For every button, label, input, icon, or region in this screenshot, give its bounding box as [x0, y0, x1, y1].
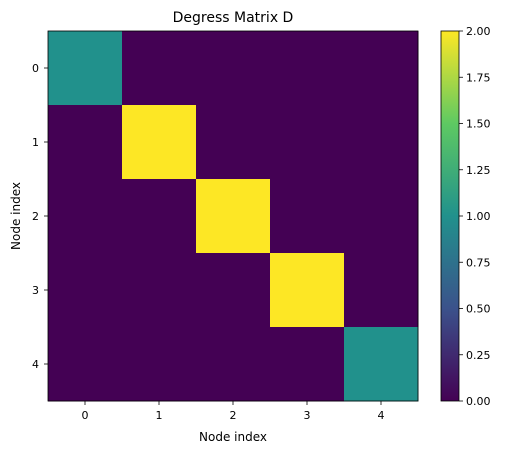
- heatmap-cells: [48, 31, 419, 402]
- x-axis-ticks: 0 1 2 3 4: [82, 401, 385, 422]
- colorbar-tick-label: 2.00: [466, 25, 491, 38]
- colorbar-tick-label: 0.75: [466, 256, 491, 269]
- colorbar-tick-label: 0.25: [466, 349, 491, 362]
- heatmap-cell: [122, 253, 197, 328]
- heatmap-cell: [270, 105, 345, 180]
- colorbar-tick-label: 0.00: [466, 395, 491, 408]
- colorbar: [440, 30, 460, 402]
- x-tick-label: 4: [378, 409, 385, 422]
- heatmap-cell: [122, 105, 197, 180]
- y-tick-label: 1: [32, 136, 39, 149]
- y-axis-label: Node index: [9, 182, 23, 250]
- heatmap-cell: [48, 327, 123, 402]
- y-tick-label: 3: [32, 284, 39, 297]
- heatmap-cell: [196, 253, 271, 328]
- heatmap-cell: [122, 179, 197, 254]
- colorbar-tick-label: 1.50: [466, 118, 491, 131]
- heatmap-cell: [270, 253, 345, 328]
- heatmap-cell: [270, 31, 345, 106]
- heatmap-cell: [48, 253, 123, 328]
- heatmap-cell: [122, 31, 197, 106]
- heatmap-cell: [196, 179, 271, 254]
- heatmap-cell: [196, 327, 271, 402]
- heatmap-cell: [196, 31, 271, 106]
- heatmap-cell: [344, 31, 419, 106]
- heatmap-cell: [344, 179, 419, 254]
- colorbar-tick-label: 1.00: [466, 210, 491, 223]
- heatmap-cell: [344, 327, 419, 402]
- heatmap-cell: [270, 327, 345, 402]
- x-tick-label: 0: [82, 409, 89, 422]
- chart-title: Degress Matrix D: [173, 10, 294, 26]
- x-tick-label: 1: [156, 409, 163, 422]
- heatmap-cell: [48, 179, 123, 254]
- colorbar-tick-label: 1.75: [466, 71, 491, 84]
- colorbar-tick-label: 0.50: [466, 303, 491, 316]
- y-axis-ticks: 0 1 2 3 4: [32, 62, 48, 371]
- x-axis-label: Node index: [199, 430, 267, 444]
- x-tick-label: 3: [304, 409, 311, 422]
- heatmap-cell: [48, 31, 123, 106]
- heatmap-cell: [122, 327, 197, 402]
- colorbar-tick-label: 1.25: [466, 164, 491, 177]
- heatmap-cell: [344, 105, 419, 180]
- x-tick-label: 2: [230, 409, 237, 422]
- colorbar-ticks: 0.00 0.25 0.50 0.75 1.00 1.25 1.50 1.75 2.00: [459, 25, 491, 408]
- heatmap-cell: [48, 105, 123, 180]
- heatmap-cell: [270, 179, 345, 254]
- heatmap-cell: [196, 105, 271, 180]
- y-tick-label: 0: [32, 62, 39, 75]
- y-tick-label: 2: [32, 210, 39, 223]
- heatmap-cell: [344, 253, 419, 328]
- y-tick-label: 4: [32, 358, 39, 371]
